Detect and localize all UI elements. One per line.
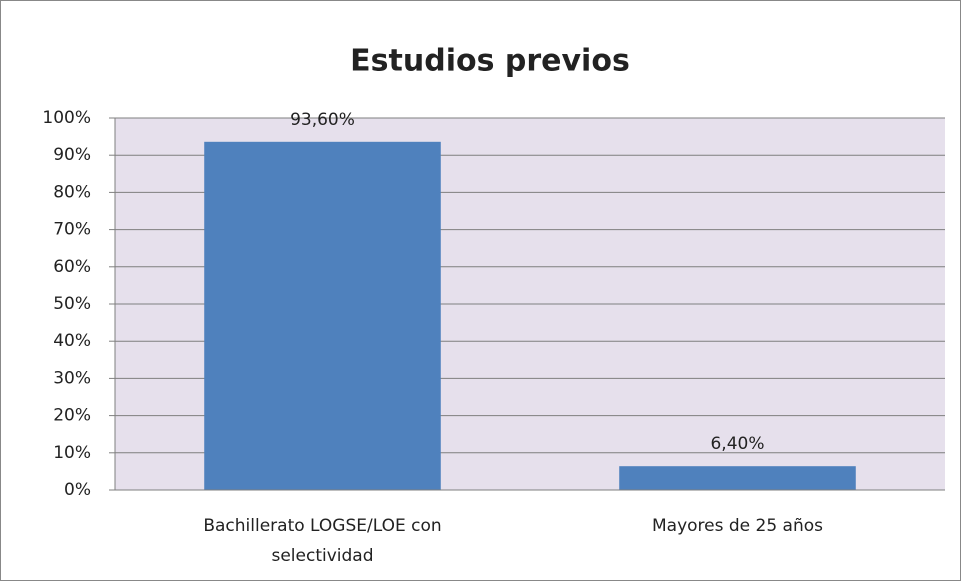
y-tick-label: 0% <box>64 480 91 500</box>
y-tick-label: 80% <box>53 182 91 202</box>
data-label: 93,60% <box>290 110 355 130</box>
bar <box>619 466 856 490</box>
data-label: 6,40% <box>710 434 764 454</box>
y-tick-label: 100% <box>42 108 91 128</box>
bar <box>204 141 441 491</box>
x-tick-label: Mayores de 25 años <box>651 516 824 536</box>
x-tick-label: Bachillerato LOGSE/LOE con selectividad <box>203 516 442 566</box>
y-tick-label: 50% <box>53 294 91 314</box>
y-tick-label: 30% <box>53 368 91 388</box>
y-tick-label: 10% <box>53 443 91 463</box>
y-tick-label: 70% <box>53 220 91 240</box>
y-tick-label: 20% <box>53 406 91 426</box>
y-tick-label: 60% <box>53 257 91 277</box>
y-tick-label: 40% <box>53 331 91 351</box>
chart-title: Estudios previos <box>350 44 630 79</box>
y-tick-label: 90% <box>53 145 91 165</box>
